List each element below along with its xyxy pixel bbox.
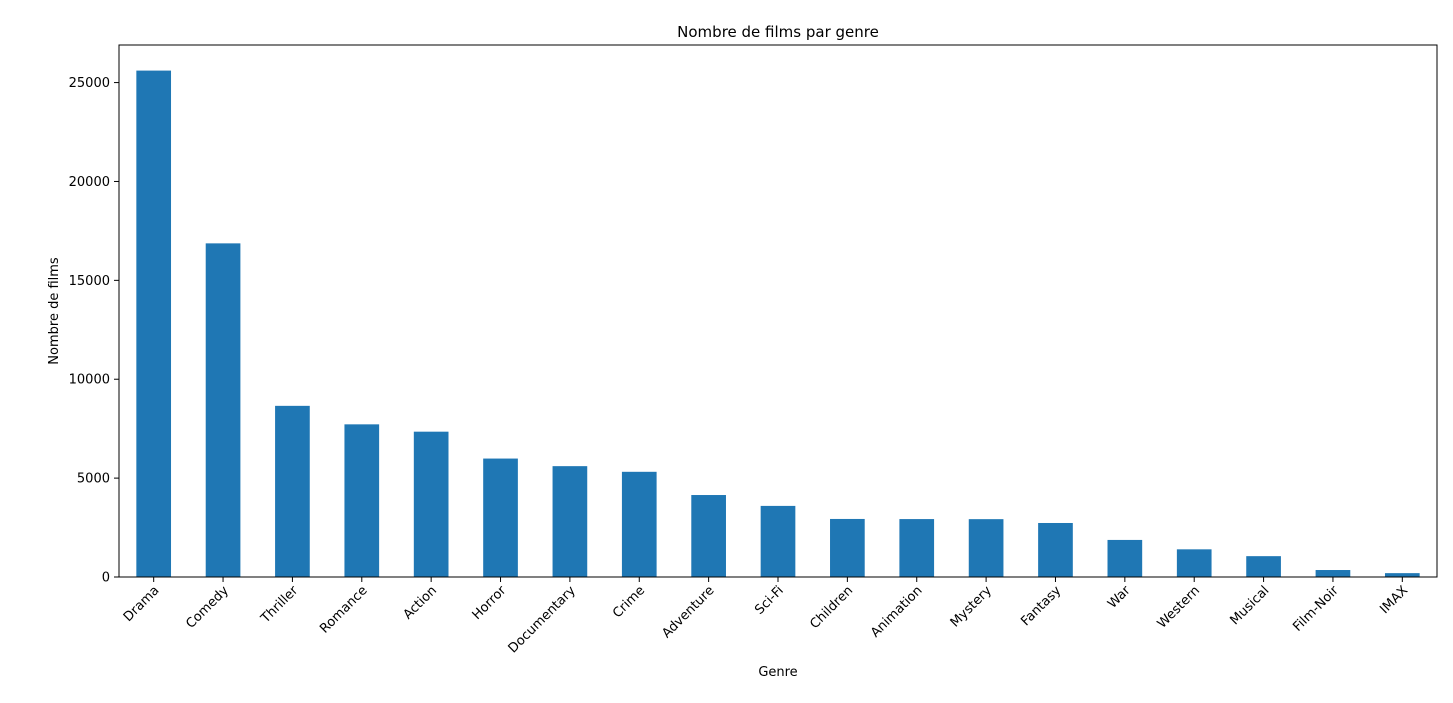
y-tick-label: 5000	[77, 472, 110, 487]
bar-fantasy	[1038, 522, 1073, 577]
x-tick-label: Drama	[121, 583, 163, 625]
bar-horror	[483, 458, 518, 577]
bar-imax	[1384, 573, 1420, 577]
y-axis-label: Nombre de films	[47, 257, 62, 365]
x-tick-label: Comedy	[183, 583, 232, 632]
bar-action	[413, 431, 449, 577]
x-tick-label: IMAX	[1377, 583, 1411, 617]
y-tick-label: 10000	[69, 373, 110, 388]
x-tick-label: Children	[807, 583, 856, 632]
x-tick-label: Animation	[868, 583, 925, 640]
x-tick-label: War	[1105, 583, 1134, 612]
x-tick-label: Western	[1155, 583, 1203, 631]
x-tick-label: Thriller	[258, 583, 302, 627]
y-tick-label: 25000	[69, 76, 110, 91]
x-tick-label: Adventure	[659, 583, 717, 641]
x-tick-label: Romance	[317, 583, 370, 636]
bar-thriller	[275, 405, 310, 577]
y-tick-label: 15000	[69, 274, 110, 289]
chart-title: Nombre de films par genre	[677, 23, 879, 41]
bar-comedy	[205, 243, 241, 577]
x-tick-label: Sci-Fi	[752, 583, 787, 618]
bar-romance	[344, 424, 380, 577]
bar-sci-fi	[760, 505, 796, 577]
x-axis: Drama Comedy Thriller Romance Action HorrorDo…	[121, 577, 1411, 656]
x-tick-label: Crime	[610, 583, 648, 621]
x-tick-label: Horror	[470, 583, 510, 623]
bar-crime	[621, 471, 657, 577]
x-tick-label: Mystery	[948, 583, 995, 630]
y-tick-label: 0	[102, 571, 110, 586]
bar-animation	[899, 519, 935, 577]
bar-children	[830, 518, 865, 577]
bar-film-noir	[1315, 570, 1351, 577]
x-tick-label: Documentary	[506, 583, 579, 656]
x-tick-label: Musical	[1227, 583, 1272, 628]
x-tick-label: Film-Noir	[1290, 583, 1342, 635]
bar-western	[1176, 549, 1212, 577]
x-tick-label: Fantasy	[1018, 583, 1064, 629]
bar-adventure	[691, 495, 726, 577]
bar-documentary	[552, 466, 588, 577]
plot-frame	[118, 44, 1438, 578]
y-axis: 0 5000 10000 15000 20000 25000	[69, 76, 119, 586]
bar-musical	[1246, 556, 1281, 577]
bar-drama	[136, 70, 172, 578]
bars-group	[136, 70, 1420, 578]
x-tick-label: Action	[401, 583, 440, 622]
x-axis-label: Genre	[758, 665, 797, 680]
bar-war	[1107, 539, 1143, 577]
y-tick-label: 20000	[69, 175, 110, 190]
bar-mystery	[968, 519, 1004, 577]
